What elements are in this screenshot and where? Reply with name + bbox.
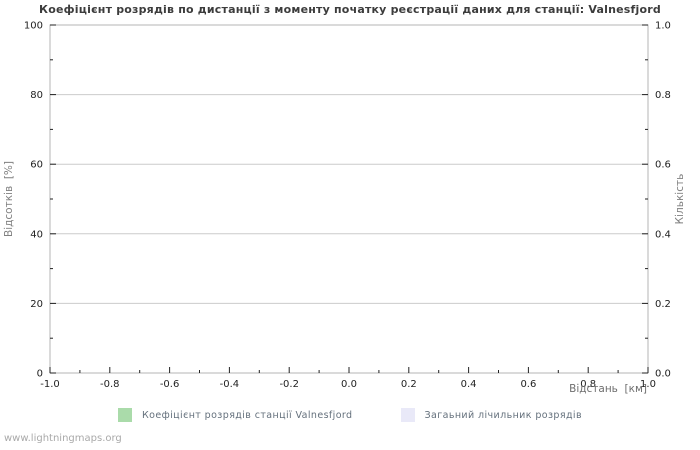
y-left-tick-label: 40 — [30, 229, 43, 240]
x-tick-label: -0.2 — [279, 379, 299, 390]
y-axis-label-right: Кількість — [674, 173, 686, 225]
chart-title: Коефіцієнт розрядів по дистанції з момен… — [39, 3, 661, 16]
x-tick-label: 0.0 — [341, 379, 357, 390]
y-right-tick-label: 0.4 — [655, 229, 671, 240]
watermark-link: www.lightningmaps.org — [4, 433, 122, 444]
y-left-tick-label: 60 — [30, 160, 43, 171]
x-tick-label: -0.8 — [100, 379, 120, 390]
x-tick-label: -0.4 — [220, 379, 240, 390]
x-tick-label: 0.4 — [461, 379, 477, 390]
y-right-tick-label: 1.0 — [655, 21, 671, 32]
legend-swatch — [400, 408, 415, 422]
plot-border — [49, 24, 649, 374]
legend-swatch — [118, 408, 133, 422]
x-tick-label: 0.2 — [401, 379, 417, 390]
y-left-tick-label: 100 — [24, 21, 43, 32]
x-axis-label: Відстань [км] — [569, 383, 647, 395]
x-tick-label: 1.0 — [640, 379, 656, 390]
y-right-tick-label: 0.2 — [655, 299, 671, 310]
x-tick-label: 0.6 — [520, 379, 536, 390]
x-tick-label: -1.0 — [40, 379, 60, 390]
y-right-tick-label: 0.8 — [655, 90, 671, 101]
y-left-tick-label: 20 — [30, 299, 43, 310]
y-right-tick-label: 0.6 — [655, 160, 671, 171]
legend-label: Коефіцієнт розрядів станції Valnesfjord — [142, 409, 353, 421]
x-tick-label: 0.8 — [580, 379, 596, 390]
y-left-tick-label: 0 — [37, 369, 43, 380]
y-left-tick-label: 80 — [30, 90, 43, 101]
legend: Коефіцієнт розрядів станції Valnesfjord З… — [0, 408, 700, 422]
legend-item: Коефіцієнт розрядів станції Valnesfjord — [118, 408, 352, 422]
x-tick-label: -0.6 — [160, 379, 180, 390]
y-right-tick-label: 0.0 — [655, 369, 671, 380]
legend-label: Загаьний лічильник розрядів — [424, 409, 582, 421]
legend-item: Загаьний лічильник розрядів — [400, 408, 582, 422]
y-axis-label-left: Відсотків [%] — [3, 161, 15, 237]
